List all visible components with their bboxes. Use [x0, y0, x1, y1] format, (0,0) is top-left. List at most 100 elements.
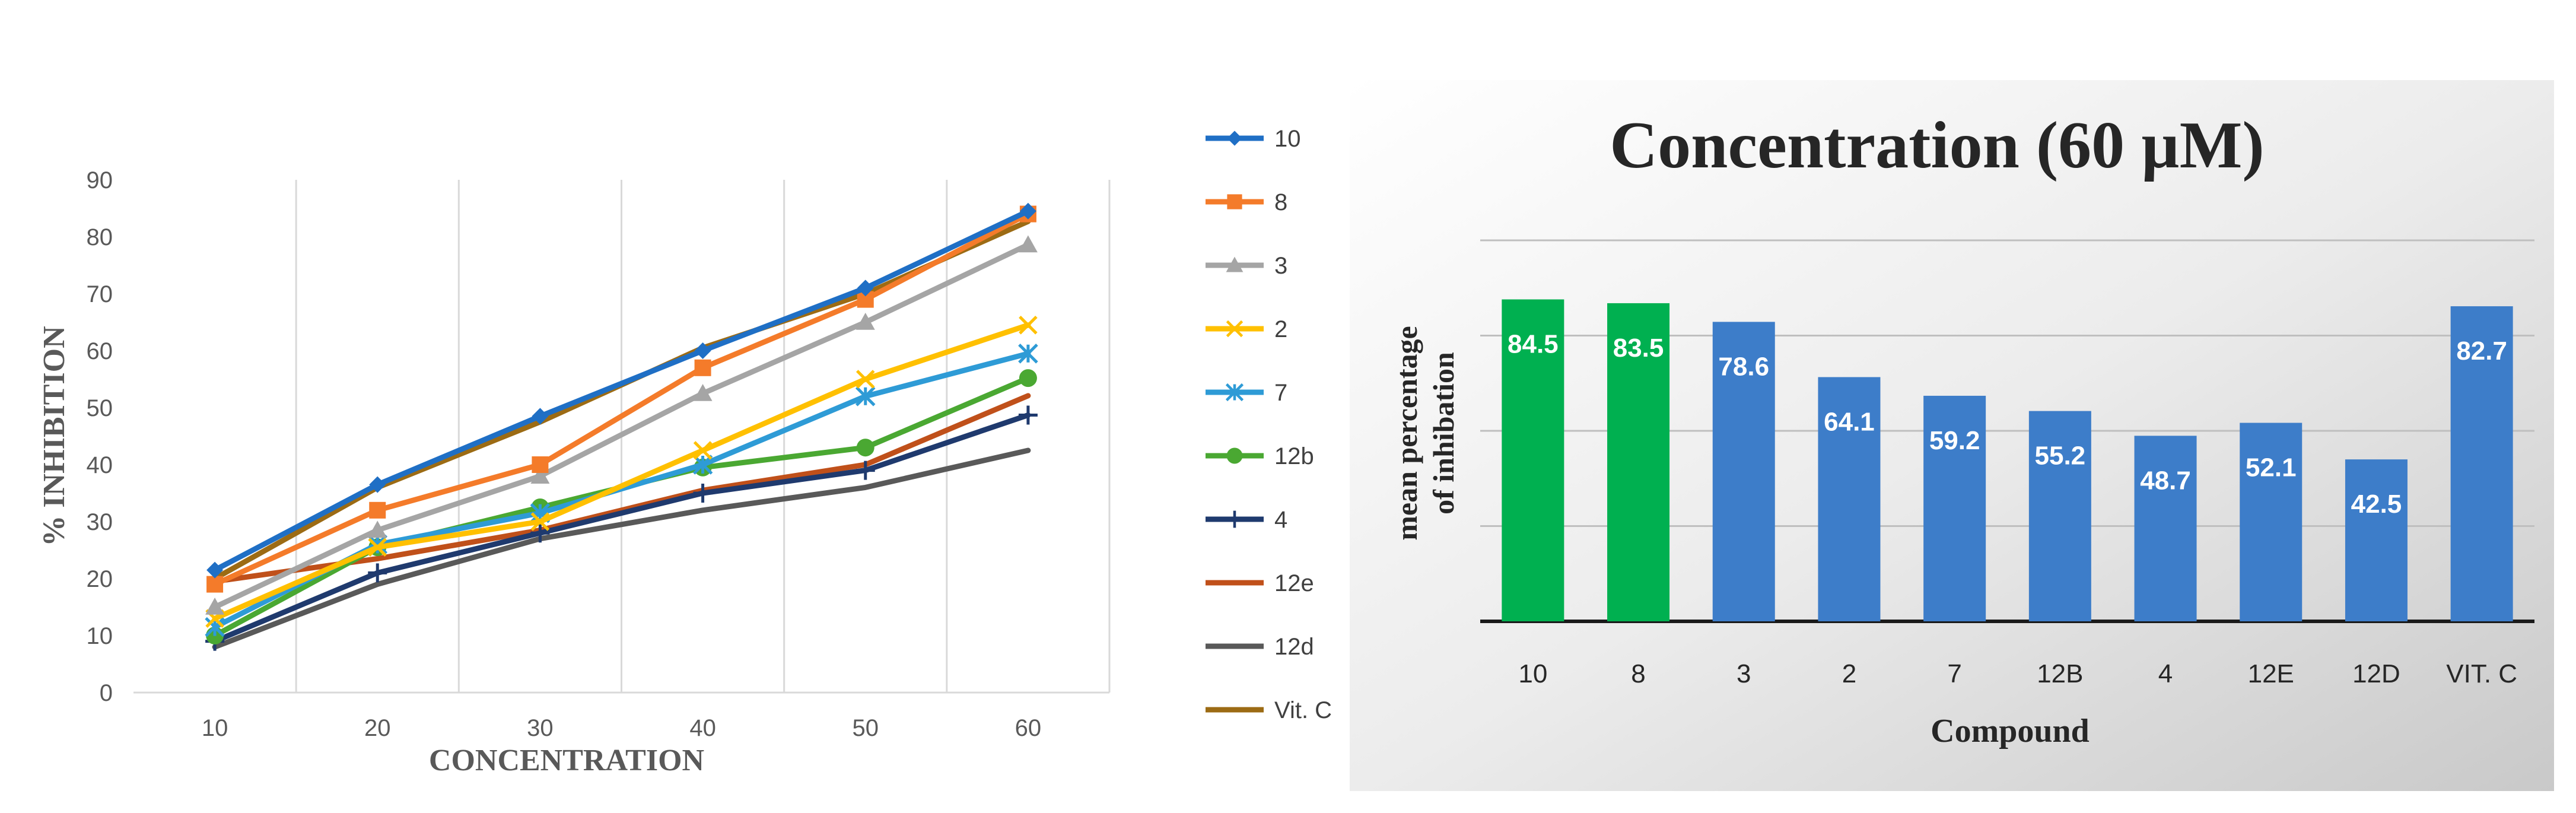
series-line — [212, 322, 1031, 621]
plus-marker — [856, 461, 875, 480]
plus-marker — [1018, 405, 1038, 425]
bar — [1607, 303, 1670, 621]
line-chart-series — [205, 202, 1038, 651]
legend-label: 8 — [1274, 189, 1287, 215]
y-tick-label: 70 — [87, 281, 113, 307]
y-tick-label: 40 — [87, 452, 113, 478]
bar-data-label: 59.2 — [1929, 426, 1980, 455]
triangle-marker — [856, 313, 875, 330]
legend-entry: 2 — [1206, 316, 1287, 342]
legend-label: 4 — [1274, 507, 1287, 533]
triangle-marker — [1226, 256, 1244, 272]
triangle-marker — [530, 466, 550, 484]
x-tick-label: 60 — [1015, 715, 1042, 741]
bar-category-label: 2 — [1842, 659, 1856, 688]
x-tick-label: 20 — [364, 715, 391, 741]
series-line — [212, 211, 1031, 587]
plus-marker — [1226, 510, 1244, 528]
line-chart-gridlines — [133, 180, 1111, 694]
bar-category-label: 8 — [1631, 659, 1645, 688]
bar-category-label: 12D — [2352, 659, 2400, 688]
y-tick-label: 10 — [87, 623, 113, 649]
x-marker — [368, 538, 387, 557]
series-2 — [205, 316, 1038, 628]
triangle-marker — [205, 598, 225, 615]
asterisk-marker — [1018, 344, 1038, 364]
x-marker — [856, 370, 875, 389]
x-tick-label: 50 — [853, 715, 879, 741]
series-10 — [206, 202, 1036, 579]
bar — [2028, 411, 2091, 621]
diamond-marker — [206, 561, 224, 579]
square-marker — [532, 456, 549, 473]
bar-data-label: 64.1 — [1824, 407, 1875, 436]
bar-data-label: 48.7 — [2140, 466, 2191, 495]
legend-label: 12b — [1274, 443, 1314, 469]
legend-entry: 3 — [1206, 253, 1287, 279]
bar-category-label: 12B — [2037, 659, 2083, 688]
legend-label: 12e — [1274, 570, 1314, 596]
x-tick-label: 10 — [202, 715, 228, 741]
bar-data-label: 78.6 — [1718, 352, 1769, 381]
bar — [1818, 377, 1881, 621]
legend-label: 7 — [1274, 380, 1287, 406]
bar-data-label: 52.1 — [2246, 453, 2297, 482]
bar-category-label: 12E — [2248, 659, 2294, 688]
bar-data-label: 42.5 — [2351, 490, 2402, 519]
series-line — [212, 447, 1031, 650]
bar-data-label: 83.5 — [1613, 334, 1664, 363]
plus-marker — [368, 563, 387, 583]
bar-chart-bars — [1502, 299, 2513, 621]
bar-chart-x-axis-label: Compound — [1931, 713, 2090, 750]
bar-chart-data-labels: 84.5 83.5 78.6 64.1 59.2 55.2 48.7 52.1 42.5 82.7 — [1508, 330, 2507, 519]
legend-entry: 10 — [1206, 126, 1301, 152]
bar-category-label: VIT. C — [2446, 659, 2517, 688]
asterisk-marker — [1225, 383, 1244, 402]
bar — [1502, 299, 1564, 621]
x-marker — [530, 512, 550, 531]
legend-entry: 8 — [1206, 189, 1287, 215]
diamond-marker — [369, 476, 386, 493]
series-line — [212, 242, 1031, 610]
triangle-marker — [693, 384, 713, 401]
square-marker — [206, 576, 224, 593]
line-chart-y-tick-labels: 0 10 20 30 40 50 60 70 80 90 — [87, 167, 113, 706]
plus-marker — [530, 523, 550, 543]
diamond-marker — [532, 408, 549, 425]
legend-label: 2 — [1274, 316, 1287, 342]
bar — [1923, 395, 1986, 621]
legend-label: 10 — [1274, 126, 1301, 152]
legend-label: Vit. C — [1274, 697, 1332, 723]
diamond-marker — [1227, 131, 1242, 146]
series-3 — [205, 235, 1038, 615]
bar-category-label: 4 — [2158, 659, 2173, 688]
x-tick-label: 30 — [527, 715, 554, 741]
circle-marker — [856, 439, 874, 457]
bar-category-label: 7 — [1947, 659, 1961, 688]
y-tick-label: 90 — [87, 167, 113, 193]
diamond-marker — [1019, 202, 1036, 220]
y-tick-label: 0 — [100, 680, 113, 706]
x-marker — [1019, 316, 1038, 335]
bar-chart: Concentration (60 µM) 84.5 83.5 78.6 64.1 59… — [1350, 80, 2554, 791]
diamond-marker — [694, 342, 711, 359]
triangle-marker — [1018, 235, 1038, 253]
bar-chart-category-labels: 10 8 3 2 7 12B 4 12E 12D VIT. C — [1518, 659, 2517, 688]
y-tick-label: 50 — [87, 395, 113, 421]
bar — [1712, 322, 1775, 621]
y-tick-label: 20 — [87, 566, 113, 592]
asterisk-marker — [692, 455, 713, 475]
plus-marker — [693, 484, 713, 503]
legend-entry: 12b — [1206, 443, 1314, 469]
bar-chart-y-axis-label-line-2: of inhibation — [1427, 352, 1460, 515]
asterisk-marker — [855, 386, 876, 406]
line-chart-x-axis-label: CONCENTRATION — [429, 744, 704, 777]
y-tick-label: 80 — [87, 224, 113, 250]
series-12d — [212, 447, 1031, 650]
line-chart-legend: 10 8 3 2 7 12b 4 12e 12d Vit. C — [1206, 126, 1332, 723]
series-line — [212, 412, 1031, 644]
square-marker — [694, 359, 711, 376]
legend-entry: 12e — [1206, 570, 1314, 596]
diamond-marker — [857, 280, 874, 297]
x-marker — [693, 441, 713, 460]
